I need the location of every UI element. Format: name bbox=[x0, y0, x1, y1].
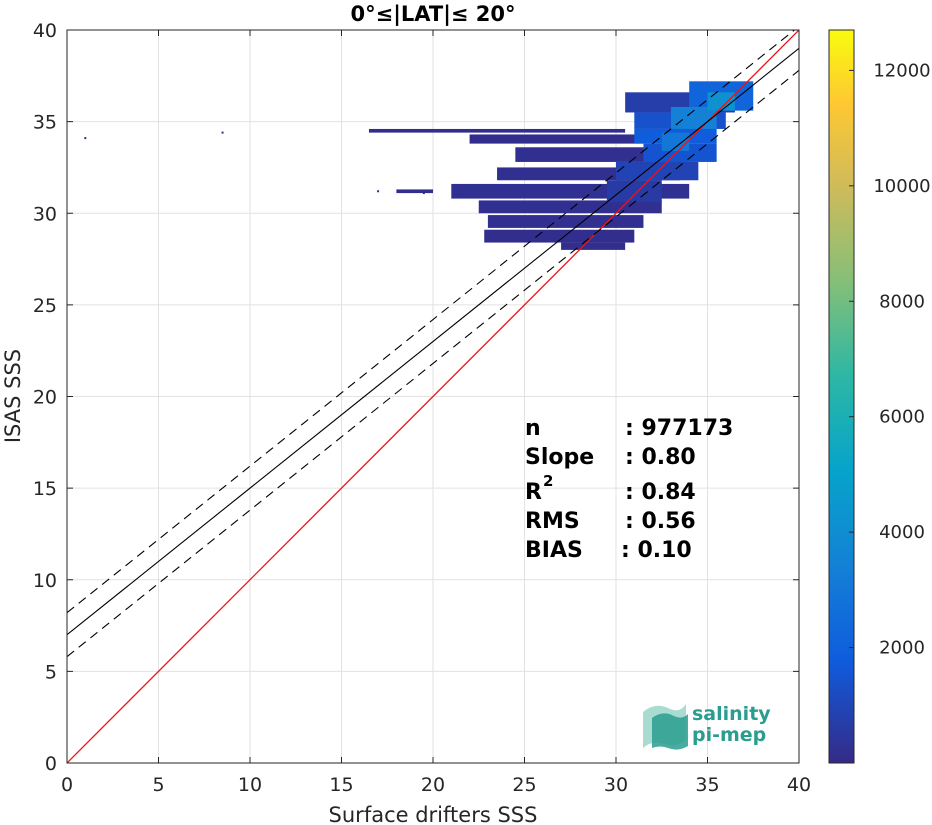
logo-line-2: pi-mep bbox=[692, 724, 766, 746]
stat-value-rms: : 0.56 bbox=[625, 509, 696, 534]
logo-wave-icon-front bbox=[652, 713, 688, 750]
outlier-point bbox=[221, 131, 224, 134]
stat-label-slope: Slope bbox=[525, 445, 594, 470]
colorbar-tick-label: 4000 bbox=[879, 522, 925, 543]
colorbar-tick-label: 2000 bbox=[879, 638, 925, 659]
y-tick-label: 0 bbox=[45, 753, 57, 775]
colorbar-tick-label: 8000 bbox=[879, 291, 925, 312]
salinity-pi-mep-logo: salinity pi-mep bbox=[643, 703, 771, 750]
x-tick-label: 30 bbox=[604, 774, 628, 796]
x-tick-label: 40 bbox=[787, 774, 811, 796]
x-tick-label: 0 bbox=[61, 774, 73, 796]
x-tick-label: 35 bbox=[695, 774, 719, 796]
stat-label-r2-superscript: 2 bbox=[543, 472, 553, 490]
colorbar-tick-label: 12000 bbox=[873, 60, 930, 81]
x-axis: 0 5 10 15 20 25 30 35 40 bbox=[61, 30, 811, 796]
stat-label-rms: RMS bbox=[525, 509, 580, 534]
stat-value-n: : 977173 bbox=[625, 416, 733, 441]
outlier-point bbox=[422, 192, 425, 195]
y-axis-label: ISAS SSS bbox=[1, 349, 25, 443]
identity-line bbox=[67, 30, 799, 763]
x-tick-label: 10 bbox=[238, 774, 262, 796]
density-cell bbox=[707, 92, 735, 111]
stat-label-n: n bbox=[525, 416, 541, 441]
logo-line-1: salinity bbox=[692, 703, 771, 725]
outlier-point bbox=[84, 137, 87, 140]
density-cell bbox=[661, 132, 690, 151]
colorbar-tick-label: 6000 bbox=[879, 407, 925, 428]
y-tick-label: 25 bbox=[33, 295, 57, 317]
colorbar-tick-label: 10000 bbox=[873, 176, 930, 197]
y-tick-label: 10 bbox=[33, 570, 57, 592]
density-cell bbox=[469, 134, 644, 144]
stat-value-bias: : 0.10 bbox=[621, 538, 692, 563]
y-tick-label: 5 bbox=[45, 661, 57, 683]
density-cell bbox=[478, 200, 662, 214]
chart-title: 0°≤|LAT|≤ 20° bbox=[350, 2, 515, 27]
outlier-point bbox=[455, 193, 458, 196]
x-tick-label: 25 bbox=[512, 774, 536, 796]
stat-value-slope: : 0.80 bbox=[625, 445, 696, 470]
colorbar bbox=[828, 29, 855, 764]
y-axis: 0 5 10 15 20 25 30 35 40 bbox=[33, 20, 799, 775]
stats-box: n : 977173 Slope : 0.80 R 2 : 0.84 RMS :… bbox=[525, 416, 733, 563]
density-cell bbox=[368, 128, 626, 133]
fit-line bbox=[67, 47, 799, 636]
density-cell bbox=[396, 189, 433, 194]
density-cell bbox=[561, 242, 626, 250]
density-cell bbox=[487, 215, 644, 228]
x-axis-label: Surface drifters SSS bbox=[329, 803, 538, 825]
y-tick-label: 15 bbox=[33, 478, 57, 500]
x-tick-label: 15 bbox=[329, 774, 353, 796]
fit-lower-bound-line bbox=[67, 69, 799, 658]
stat-label-bias: BIAS bbox=[525, 538, 583, 563]
fit-lines bbox=[67, 30, 799, 763]
x-tick-label: 5 bbox=[152, 774, 164, 796]
y-tick-label: 20 bbox=[33, 387, 57, 409]
density-cell bbox=[606, 180, 662, 203]
y-tick-label: 35 bbox=[33, 112, 57, 134]
fit-upper-bound-line bbox=[67, 30, 796, 614]
stat-label-r2: R bbox=[525, 480, 542, 505]
y-tick-label: 40 bbox=[33, 20, 57, 42]
stat-value-r2: : 0.84 bbox=[625, 480, 696, 505]
x-tick-label: 20 bbox=[421, 774, 445, 796]
y-tick-label: 30 bbox=[33, 203, 57, 225]
colorbar-ticks: 2000 4000 6000 8000 10000 12000 bbox=[849, 60, 931, 659]
outlier-point bbox=[377, 190, 380, 193]
